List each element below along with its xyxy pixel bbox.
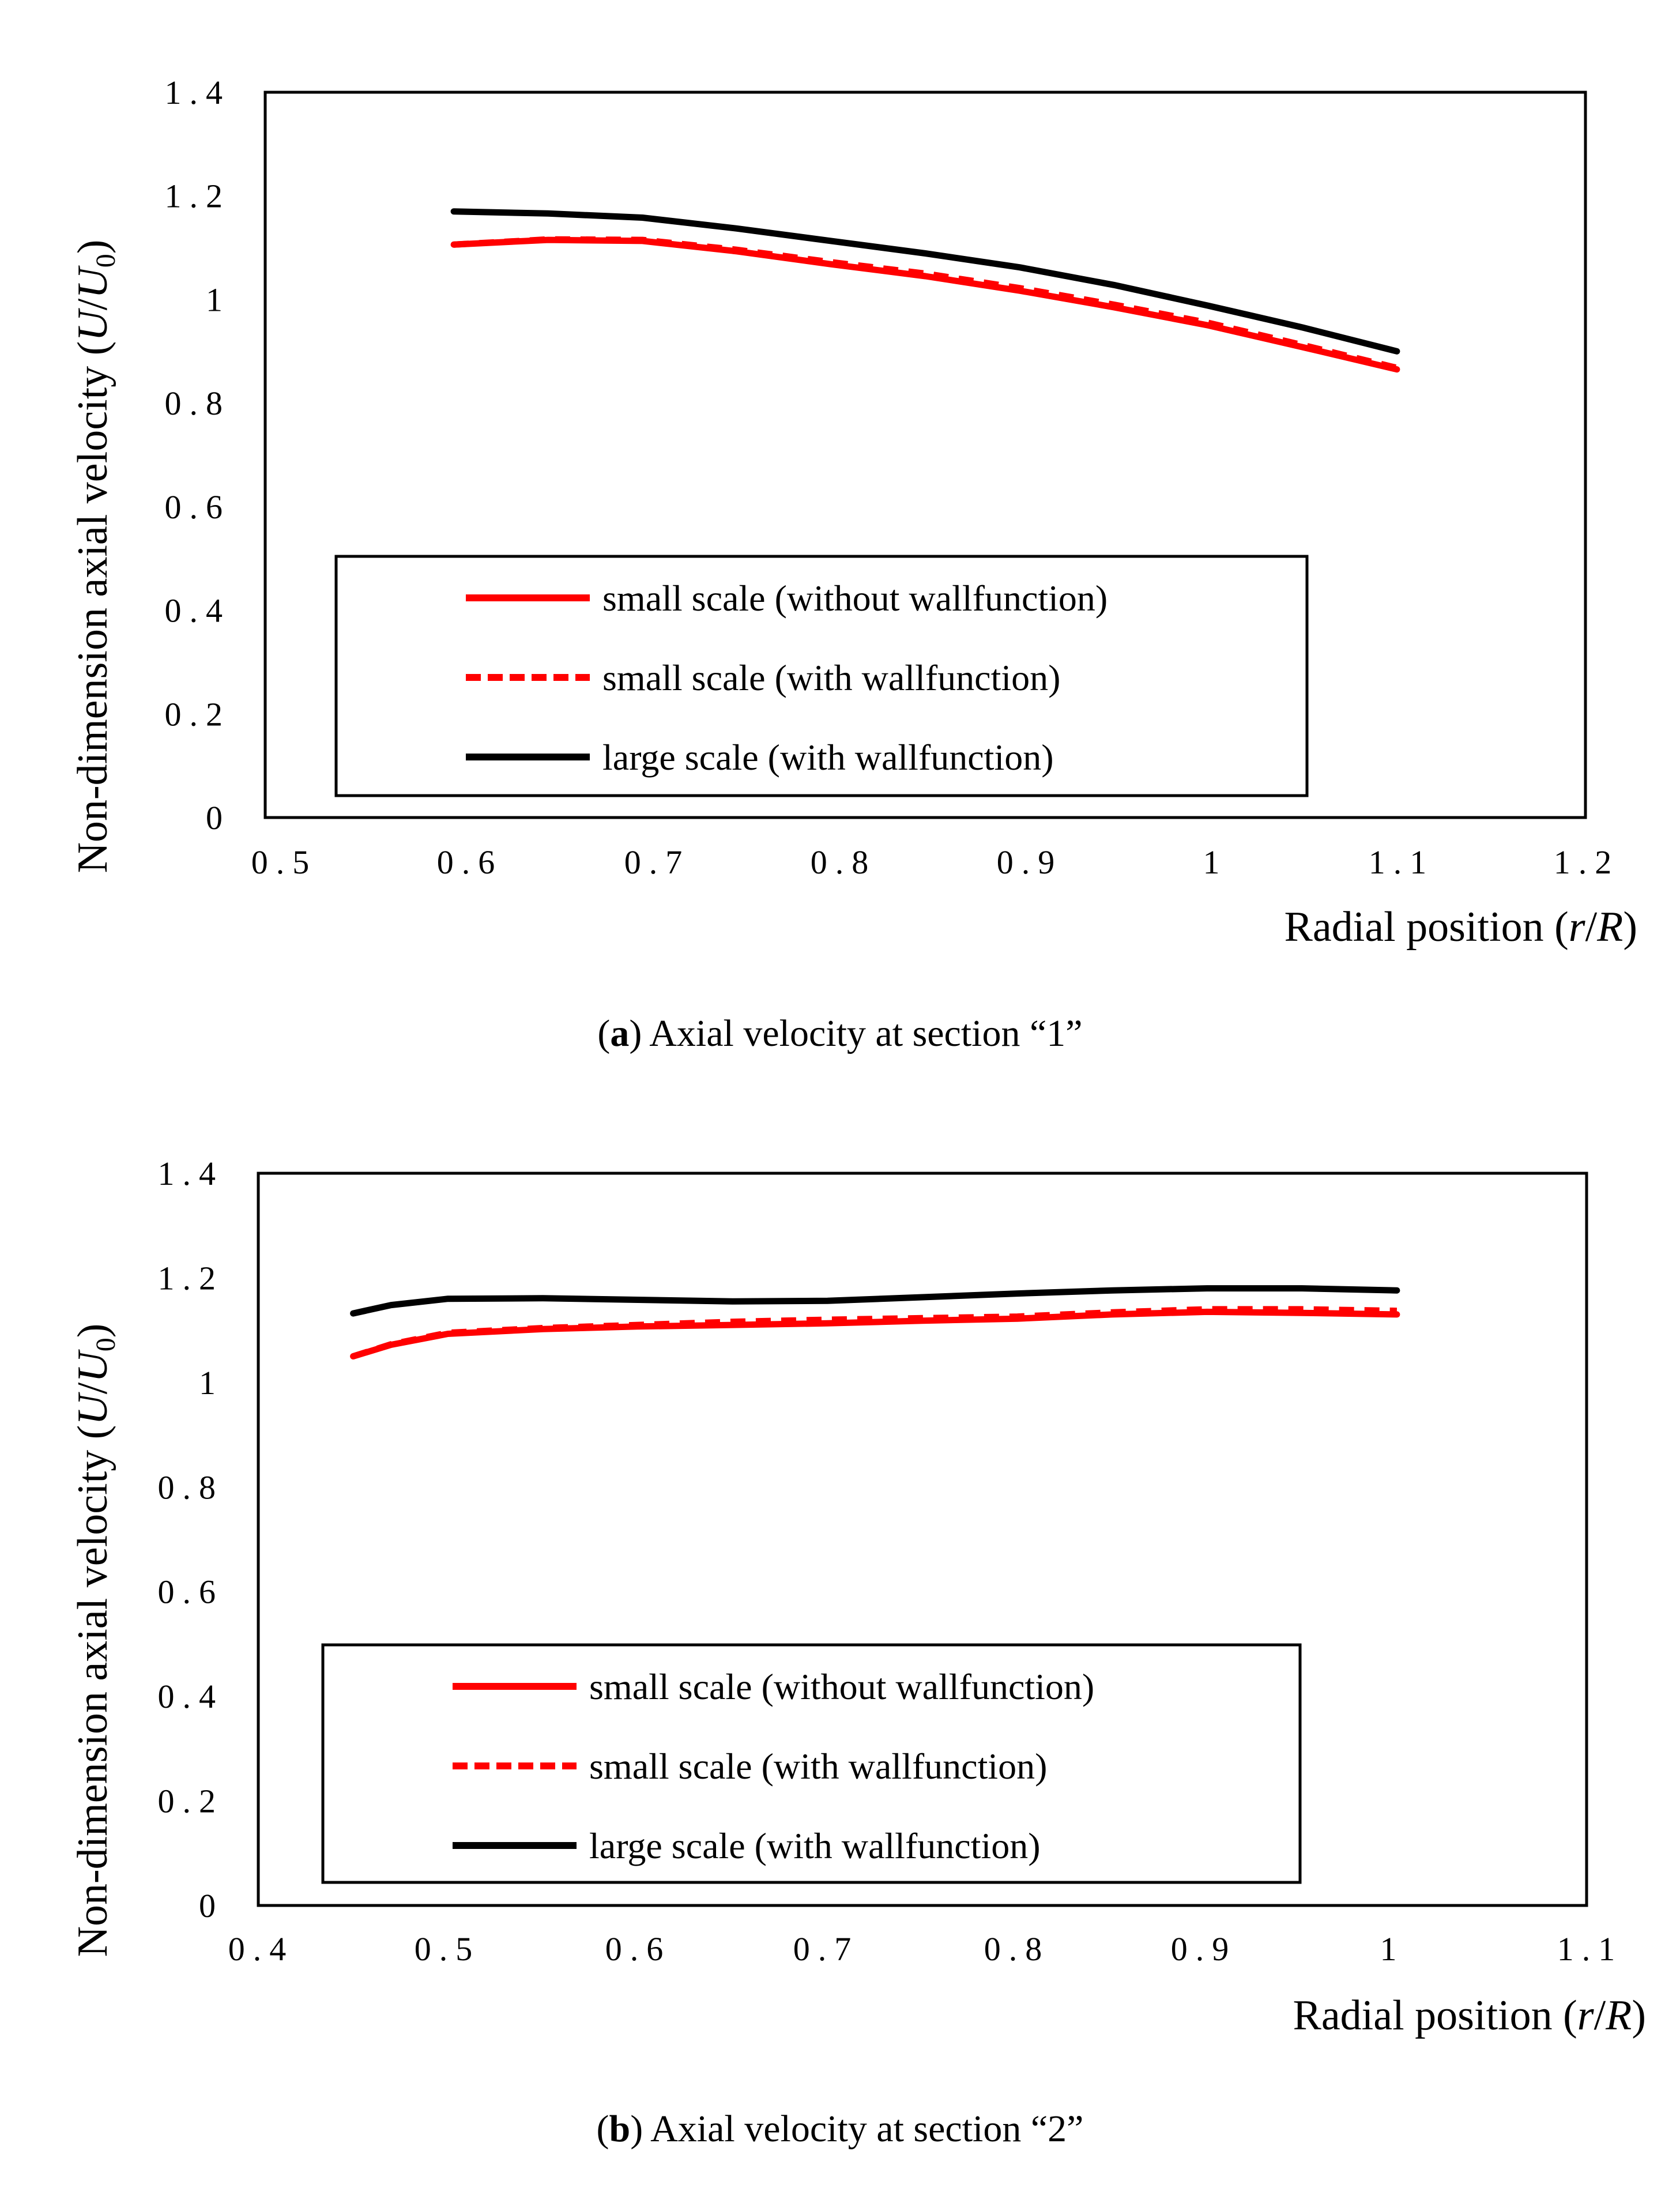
chart-b-legend-label-2: small scale (with wallfunction) xyxy=(589,1746,1047,1787)
chart-a-y-axis-title: Non-dimension axial velocity (U/U0) xyxy=(69,240,121,873)
chart-b-ytick-label: 0.2 xyxy=(158,1783,224,1820)
chart-b-xtick-label: 0.9 xyxy=(1171,1930,1237,1968)
chart-b-legend-label-3: large scale (with wallfunction) xyxy=(589,1825,1041,1866)
chart-b-ytick-label: 1.4 xyxy=(158,1155,224,1192)
chart-a-xtick-label: 0.8 xyxy=(811,843,877,881)
chart-a-legend-label-3: large scale (with wallfunction) xyxy=(602,737,1054,778)
chart-b-caption-text: Axial velocity at section “2” xyxy=(650,2108,1084,2150)
chart-a-xtick-label: 1.2 xyxy=(1554,843,1620,881)
chart-a-ytick-label: 0.6 xyxy=(165,488,231,526)
chart-b-svg: 0 0.2 0.4 0.6 0.8 1 1.2 1.4 0.4 0.5 0.6 0.7 0.8 0.9 1 1… xyxy=(69,1155,1646,2039)
chart-b-xtick-label: 0.8 xyxy=(984,1930,1050,1968)
chart-b-xtick-label: 0.6 xyxy=(605,1930,672,1968)
chart-a-caption-label: a xyxy=(610,1012,630,1054)
chart-b-x-axis-title: Radial position (r/R) xyxy=(1293,1992,1646,2039)
chart-a-ytick-label: 0.4 xyxy=(165,592,231,630)
chart-a-series-line-2 xyxy=(453,236,1398,371)
chart-a-svg: 0 0.2 0.4 0.6 0.8 1 1.2 1.4 0.5 0.6 0.7 0.8 0.9 1 1.1 1… xyxy=(69,74,1637,951)
chart-b-y-axis-title: Non-dimension axial velocity (U/U0) xyxy=(69,1324,121,1957)
chart-b-caption: (b) Axial velocity at section “2” xyxy=(596,2108,1084,2150)
chart-a-legend-label-1: small scale (without wallfunction) xyxy=(602,578,1108,619)
chart-panel-a: 0 0.2 0.4 0.6 0.8 1 1.2 1.4 0.5 0.6 0.7 0.8 0.9 1 1.1 1… xyxy=(0,0,1680,1095)
chart-a-ytick-label: 1 xyxy=(206,281,231,318)
chart-b-xtick-label: 1 xyxy=(1380,1930,1405,1968)
chart-b-ytick-label: 0.8 xyxy=(158,1468,224,1506)
chart-a-xtick-label: 0.9 xyxy=(997,843,1063,881)
chart-a-ytick-label: 0.2 xyxy=(165,695,231,733)
chart-b-ytick-label: 1 xyxy=(199,1364,224,1402)
chart-a-ytick-label: 0 xyxy=(206,799,231,837)
chart-b-series-line-3 xyxy=(350,1285,1400,1317)
chart-panel-b: 0 0.2 0.4 0.6 0.8 1 1.2 1.4 0.4 0.5 0.6 0.7 0.8 0.9 1 1… xyxy=(0,1095,1680,2191)
chart-b-xtick-label: 0.7 xyxy=(793,1930,860,1968)
chart-b-xtick-label: 0.5 xyxy=(415,1930,481,1968)
chart-b-xtick-label: 0.4 xyxy=(228,1930,295,1968)
chart-a-xtick-label: 0.6 xyxy=(437,843,503,881)
chart-b-ytick-label: 1.2 xyxy=(158,1259,224,1297)
chart-a-series-line-1 xyxy=(450,236,1400,373)
chart-b-series-line-2 xyxy=(352,1306,1397,1359)
chart-a-ytick-label: 0.8 xyxy=(165,385,231,422)
chart-a-caption-text: Axial velocity at section “1” xyxy=(649,1012,1083,1054)
chart-a-xtick-label: 1.1 xyxy=(1369,843,1435,881)
chart-b-series-line-1 xyxy=(350,1308,1400,1359)
chart-b-ytick-label: 0 xyxy=(199,1887,224,1924)
chart-b-caption-label: b xyxy=(609,2108,631,2150)
chart-a-plot-frame xyxy=(263,91,1587,819)
chart-b-legend-label-1: small scale (without wallfunction) xyxy=(589,1666,1094,1707)
chart-a-ytick-label: 1.2 xyxy=(165,178,231,215)
chart-b-xtick-label: 1.1 xyxy=(1557,1930,1624,1968)
chart-b-ytick-label: 0.4 xyxy=(158,1678,224,1715)
chart-a-xtick-label: 0.7 xyxy=(624,843,691,881)
chart-b-plot-frame xyxy=(257,1172,1588,1907)
chart-a-xtick-label: 1 xyxy=(1203,843,1228,881)
chart-a-x-axis-title: Radial position (r/R) xyxy=(1284,903,1637,951)
chart-a-series-line-3 xyxy=(450,208,1400,355)
chart-a-caption: (a) Axial velocity at section “1” xyxy=(597,1012,1083,1054)
chart-b-ytick-label: 0.6 xyxy=(158,1573,224,1611)
chart-a-legend-label-2: small scale (with wallfunction) xyxy=(602,657,1060,698)
chart-a-xtick-label: 0.5 xyxy=(251,843,318,881)
chart-a-ytick-label: 1.4 xyxy=(165,74,231,111)
